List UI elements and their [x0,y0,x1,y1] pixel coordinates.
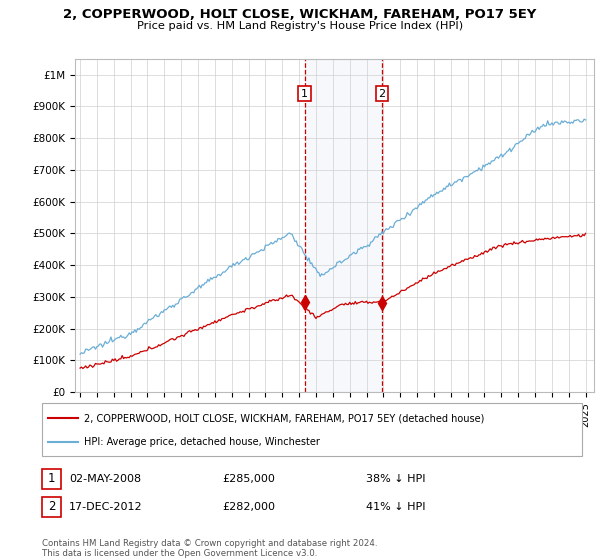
Text: 17-DEC-2012: 17-DEC-2012 [69,502,143,512]
Text: 2, COPPERWOOD, HOLT CLOSE, WICKHAM, FAREHAM, PO17 5EY (detached house): 2, COPPERWOOD, HOLT CLOSE, WICKHAM, FARE… [84,413,484,423]
Text: 2: 2 [48,500,55,514]
Text: HPI: Average price, detached house, Winchester: HPI: Average price, detached house, Winc… [84,436,320,446]
Text: 2: 2 [379,88,386,99]
Text: £282,000: £282,000 [222,502,275,512]
Text: 41% ↓ HPI: 41% ↓ HPI [366,502,425,512]
Text: Price paid vs. HM Land Registry's House Price Index (HPI): Price paid vs. HM Land Registry's House … [137,21,463,31]
Text: 1: 1 [48,472,55,486]
Bar [305,59,382,392]
Text: 1: 1 [301,88,308,99]
Text: 02-MAY-2008: 02-MAY-2008 [69,474,141,484]
Text: Contains HM Land Registry data © Crown copyright and database right 2024.
This d: Contains HM Land Registry data © Crown c… [42,539,377,558]
Text: 38% ↓ HPI: 38% ↓ HPI [366,474,425,484]
Text: 2, COPPERWOOD, HOLT CLOSE, WICKHAM, FAREHAM, PO17 5EY: 2, COPPERWOOD, HOLT CLOSE, WICKHAM, FARE… [64,8,536,21]
Text: £285,000: £285,000 [222,474,275,484]
